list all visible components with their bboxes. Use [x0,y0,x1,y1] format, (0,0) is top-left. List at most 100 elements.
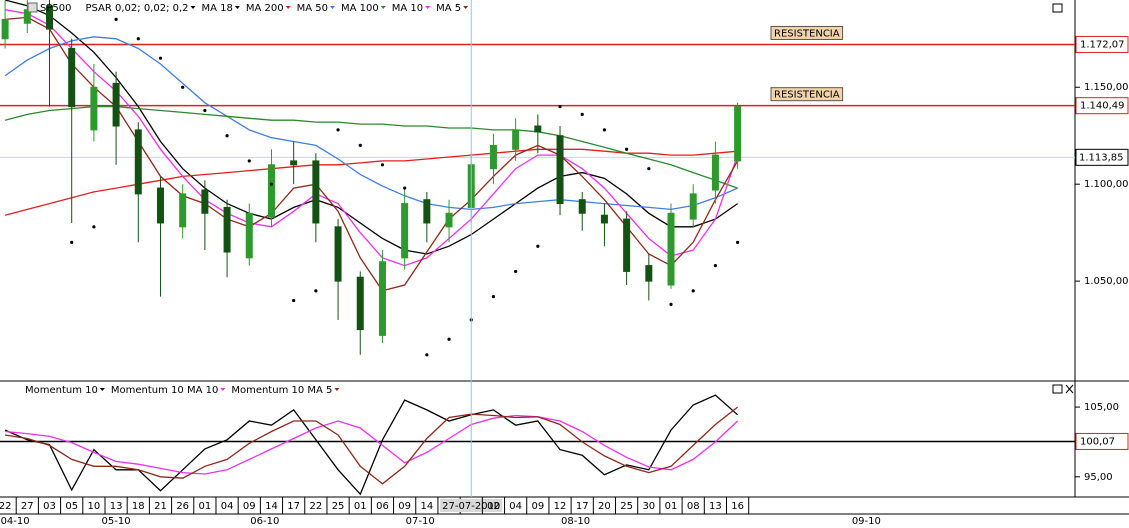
candle-body [45,5,53,30]
ma-line [4,148,738,216]
psar-dot [625,147,629,151]
candle-body [223,206,231,253]
candle-body [290,160,298,166]
psar-dot [181,85,185,89]
legend-dropdown [334,388,340,391]
candle-body [179,193,187,228]
ma-line [4,9,739,267]
x-tick-label: 17 [576,501,589,512]
candle-body [645,265,653,282]
resistance-label: RESISTENCIA [774,28,840,39]
momentum-line [4,406,739,485]
psar-dot [403,186,407,190]
legend-entry[interactable]: MA 50 [297,3,328,14]
resistance-label: RESISTENCIA [774,90,840,101]
psar-dot [314,289,318,293]
candle-body [623,218,631,272]
candle-body [378,261,386,336]
y-tick-label: 1.050,00 [1084,276,1129,287]
x-tick-label: 09 [398,501,411,512]
maximize-button[interactable] [1052,384,1063,394]
psar-dot [647,167,651,171]
reference-box [1075,432,1129,450]
x-tick-label: 14 [420,501,433,512]
psar-dot [336,128,340,132]
x-tick-label: 16 [731,501,744,512]
close-button[interactable] [1065,384,1074,394]
candle-body [556,135,564,205]
candle-body [134,129,142,195]
ma-line [5,16,739,292]
x-tick-label: 20 [598,501,611,512]
x-tick-label: 01 [354,501,367,512]
crosshair-date-box [440,499,503,512]
resistance-value: 1.140,49 [1080,101,1125,112]
ma-line [4,0,738,255]
candle-body [445,212,453,228]
x-tick-label: 14 [265,501,278,512]
legend-dropdown [220,388,226,391]
x-tick-label: 27-07-2010 [442,501,500,512]
x-tick-label: 22 [309,501,322,512]
x-tick-label: 09 [531,501,544,512]
legend-entry[interactable]: MA 5 [436,3,461,14]
psar-dot [602,128,607,132]
month-label: 07-10 [406,516,435,527]
legend-entry[interactable]: Momentum 10 MA 5 [231,385,332,396]
candle-body [356,276,364,331]
x-tick-label: 25 [332,501,345,512]
candle-body [578,199,586,214]
psar-dot [736,240,740,244]
resistance-value-box [1075,97,1129,115]
x-tick-label: 05 [65,501,78,512]
legend-entry[interactable]: PSAR 0,02; 0,02; 0,2 [85,3,188,14]
legend-entry[interactable]: MA 200 [246,3,284,14]
legend-entry[interactable]: Momentum 10 MA 10 [111,385,218,396]
candle-body [401,203,409,259]
x-tick-label: 06 [376,501,389,512]
month-label: 06-10 [250,516,279,527]
x-tick-label: 03 [43,501,56,512]
candle-body [312,160,320,224]
x-tick-label: 21 [154,501,167,512]
x-tick-label: 30 [642,501,655,512]
momentum-line [5,414,739,475]
psar-dot [92,225,96,229]
legend-entry[interactable]: Momentum 10 [25,385,98,396]
psar-dot [292,298,296,303]
x-tick-label: 08 [687,501,700,512]
candle-body [711,154,719,191]
psar-dot [425,353,429,357]
candle-body [156,187,164,224]
maximize-button[interactable] [1052,3,1063,13]
x-tick-label: 04 [509,501,522,512]
psar-dot [158,56,163,60]
y-tick-label: 1.150,00 [1084,82,1129,93]
psar-dot [380,163,385,167]
psar-dot [713,264,718,268]
legend-entry[interactable]: SP500 [40,3,71,14]
y-tick-label: 1.100,00 [1084,179,1129,190]
psar-dot [536,244,540,248]
x-tick-label: 10 [88,501,101,512]
legend-entry[interactable]: MA 100 [341,3,379,14]
candle-body [267,164,275,218]
candle-body [334,226,342,282]
psar-dot [580,112,584,116]
x-tick-label: 26 [176,501,189,512]
legend-entry[interactable]: MA 18 [202,3,233,14]
candle-body [600,214,608,224]
legend-dropdown [425,6,431,9]
psar-dot [269,182,274,186]
momentum-panel [0,394,1075,496]
month-label: 08-10 [561,516,590,527]
candle-body [68,47,76,108]
x-tick-label: 04 [221,501,234,512]
y-tick-label: 105,00 [1084,402,1119,413]
psar-dot [225,134,229,138]
reference-label: 100,07 [1080,436,1115,447]
legend-entry[interactable]: MA 10 [392,3,423,14]
legend-dropdown [99,388,105,391]
